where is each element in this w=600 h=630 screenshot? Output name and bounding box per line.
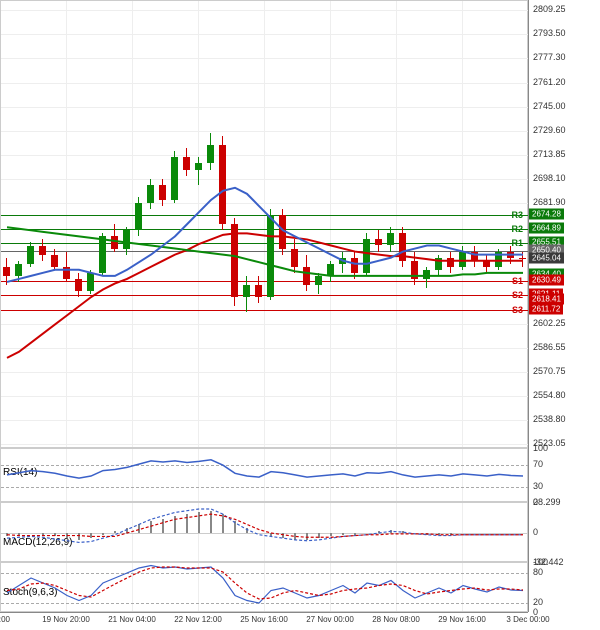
x-label: 22 Nov 12:00 bbox=[174, 615, 222, 624]
ma-line bbox=[7, 233, 523, 358]
rsi-line bbox=[7, 460, 523, 478]
y-axis: 2809.25 2793.50 2777.30 2761.20 2745.00 2729.… bbox=[528, 0, 600, 612]
x-label: 29 Nov 16:00 bbox=[438, 615, 486, 624]
macd-macd_line bbox=[7, 509, 523, 542]
macd-panel[interactable]: MACD(12,26,9) bbox=[0, 502, 528, 562]
y-label: 2554.80 bbox=[533, 390, 566, 400]
x-label: 12:00 bbox=[0, 615, 10, 624]
x-label: 25 Nov 16:00 bbox=[240, 615, 288, 624]
y-label: 2570.75 bbox=[533, 366, 566, 376]
y-label: 20 bbox=[533, 597, 543, 607]
y-label: 2713.85 bbox=[533, 149, 566, 159]
x-label: 21 Nov 04:00 bbox=[108, 615, 156, 624]
y-label: 28.299 bbox=[533, 497, 561, 507]
y-label: 100 bbox=[533, 443, 548, 453]
level-price-box: 2674.28 bbox=[529, 208, 564, 219]
x-label: 27 Nov 00:00 bbox=[306, 615, 354, 624]
x-label: 3 Dec 00:00 bbox=[506, 615, 549, 624]
y-label: 30 bbox=[533, 481, 543, 491]
y-label: 2729.60 bbox=[533, 125, 566, 135]
stoch-k bbox=[7, 566, 523, 604]
chart-container: R3R2R1S1S2S3 RSI(14) MACD(12,26,9) Stoch… bbox=[0, 0, 600, 630]
stoch-panel[interactable]: Stoch(9,6,3) bbox=[0, 562, 528, 612]
y-label: 100 bbox=[533, 557, 548, 567]
y-label: 2538.80 bbox=[533, 414, 566, 424]
y-label: 2793.50 bbox=[533, 28, 566, 38]
rsi-panel[interactable]: RSI(14) bbox=[0, 448, 528, 502]
x-label: 19 Nov 20:00 bbox=[42, 615, 90, 624]
x-label: 28 Nov 08:00 bbox=[372, 615, 420, 624]
price-panel[interactable]: R3R2R1S1S2S3 bbox=[0, 0, 528, 448]
y-label: 2586.55 bbox=[533, 342, 566, 352]
y-label: 70 bbox=[533, 459, 543, 469]
y-label: 2809.25 bbox=[533, 4, 566, 14]
macd-signal_line bbox=[7, 514, 523, 537]
x-axis: 12:00 19 Nov 20:00 21 Nov 04:00 22 Nov 12:0… bbox=[0, 612, 528, 630]
ma-line bbox=[7, 227, 523, 276]
y-label: 80 bbox=[533, 567, 543, 577]
level-price-box: 2611.72 bbox=[529, 303, 563, 314]
level-price-box: 2664.89 bbox=[529, 222, 564, 233]
y-label: 2602.25 bbox=[533, 318, 566, 328]
current-price-box: 2645.04 bbox=[529, 253, 564, 264]
y-label: 2761.20 bbox=[533, 77, 566, 87]
stoch-d bbox=[7, 567, 523, 599]
y-label: 0 bbox=[533, 527, 538, 537]
y-label: 2745.00 bbox=[533, 101, 566, 111]
y-label: 2698.10 bbox=[533, 173, 566, 183]
level-price-box: 2630.49 bbox=[529, 275, 564, 286]
y-label: 2777.30 bbox=[533, 52, 566, 62]
y-label: 2681.90 bbox=[533, 197, 566, 207]
